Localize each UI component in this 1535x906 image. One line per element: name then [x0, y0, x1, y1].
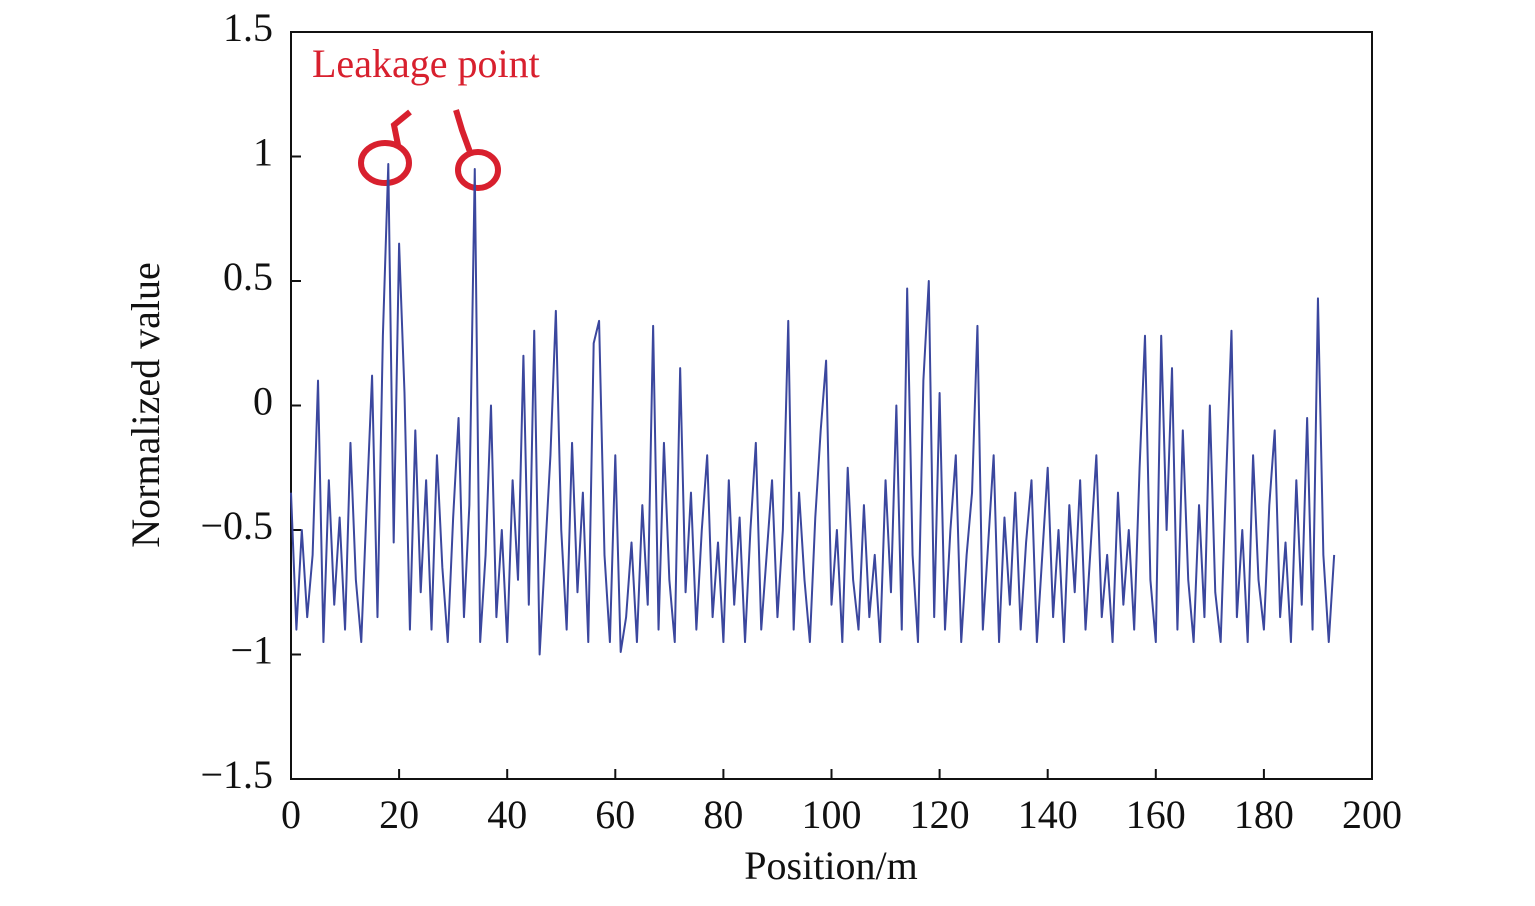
x-tick-label: 200 [1342, 792, 1402, 837]
x-axis-title: Position/m [744, 843, 917, 888]
x-tick-label: 20 [379, 792, 419, 837]
y-tick-label: 0.5 [223, 254, 273, 299]
y-tick-label: 0 [253, 379, 273, 424]
x-tick-label: 80 [703, 792, 743, 837]
x-tick-label: 180 [1234, 792, 1294, 837]
y-tick-label: 1.5 [223, 5, 273, 50]
y-tick-label: 1 [253, 130, 273, 175]
x-tick-label: 100 [802, 792, 862, 837]
y-tick-label: −1.5 [200, 752, 273, 797]
x-tick-label: 120 [910, 792, 970, 837]
y-tick-label: −1 [230, 628, 273, 673]
annotation: Leakage point [312, 41, 540, 86]
x-tick-label: 140 [1018, 792, 1078, 837]
x-tick-label: 40 [487, 792, 527, 837]
x-tick-label: 60 [595, 792, 635, 837]
y-axis-title: Normalized value [123, 262, 168, 547]
y-tick-label: −0.5 [200, 503, 273, 548]
marker-circle [358, 140, 412, 186]
x-tick-label: 0 [281, 792, 301, 837]
annotation-markers [358, 109, 501, 191]
marker-circle [455, 149, 501, 191]
x-tick-label: 160 [1126, 792, 1186, 837]
marker-tail [390, 109, 412, 146]
data-line [290, 162, 1336, 656]
marker-tail [453, 109, 473, 154]
